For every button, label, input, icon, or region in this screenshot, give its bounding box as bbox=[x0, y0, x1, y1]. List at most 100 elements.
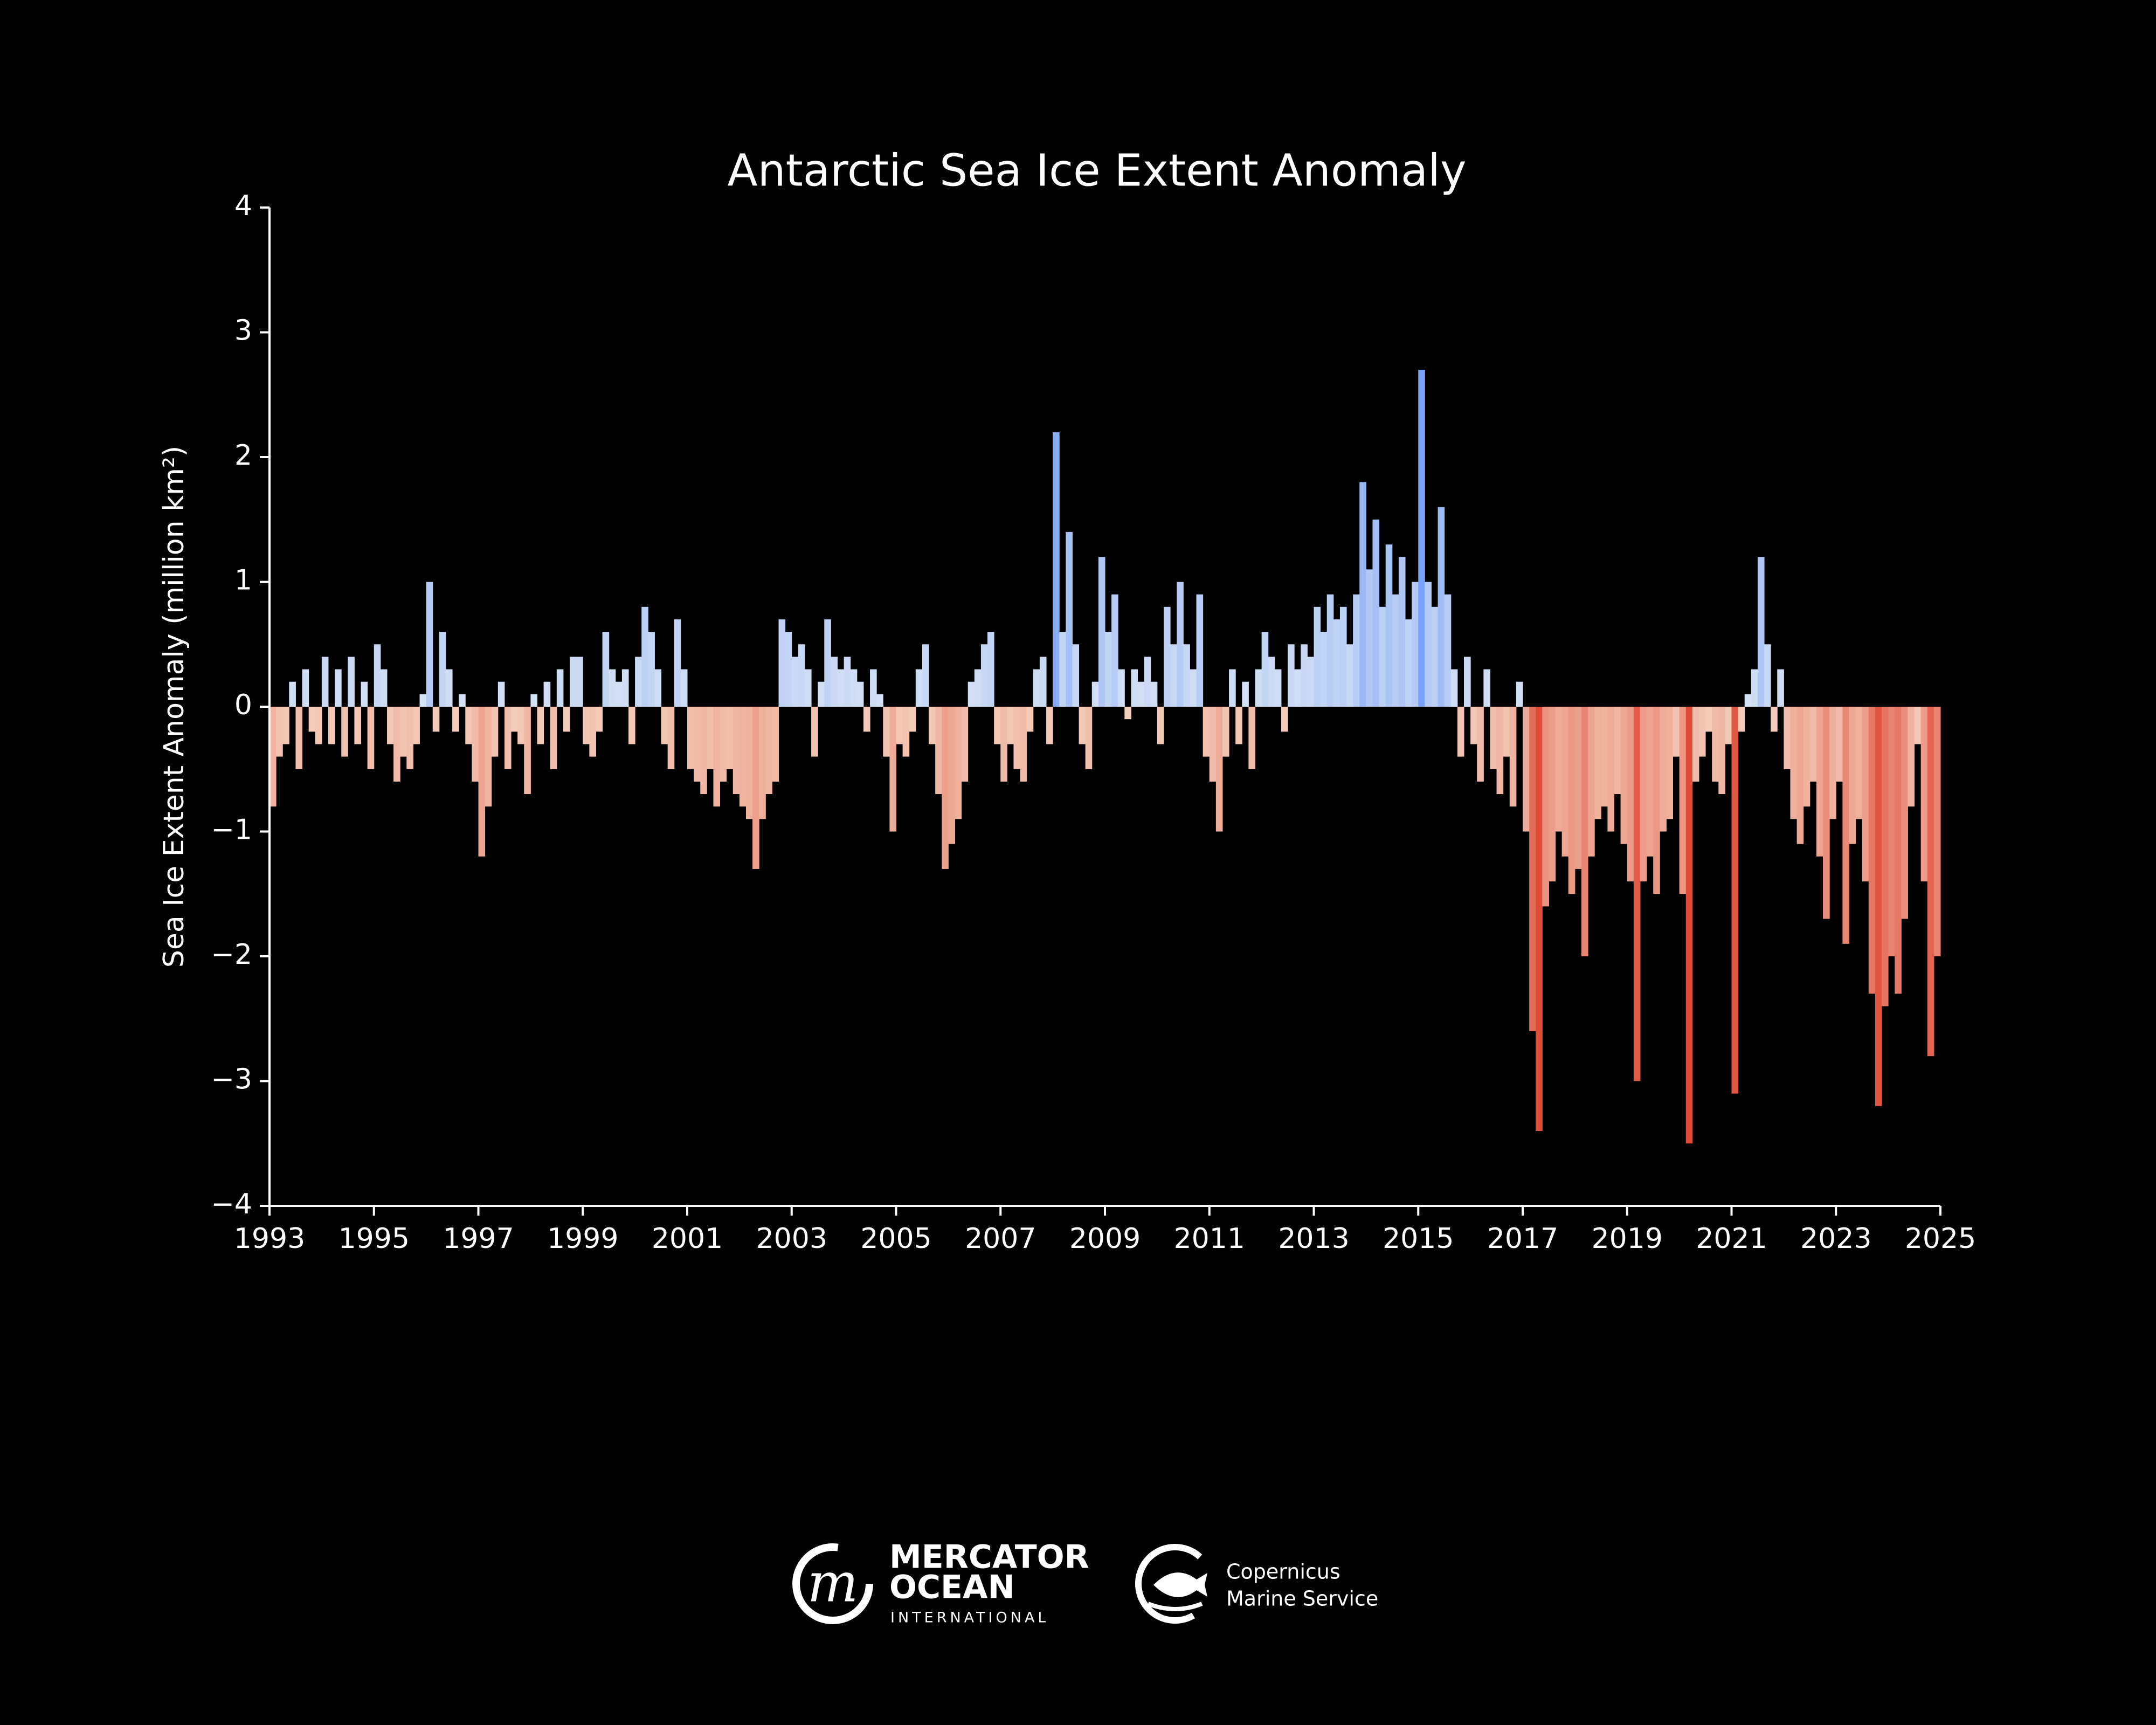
bar bbox=[1803, 707, 1811, 807]
bar bbox=[902, 707, 910, 757]
bar bbox=[1066, 532, 1073, 707]
bar bbox=[570, 657, 577, 707]
bar bbox=[478, 707, 486, 857]
bar bbox=[295, 707, 303, 769]
bar bbox=[850, 669, 858, 707]
bar bbox=[1523, 707, 1530, 832]
bar bbox=[1255, 669, 1262, 707]
x-tick-label: 2007 bbox=[965, 1223, 1036, 1255]
bar bbox=[1933, 707, 1941, 956]
bar bbox=[1294, 669, 1301, 707]
bar bbox=[1157, 707, 1164, 744]
bar bbox=[1144, 657, 1151, 707]
bar bbox=[1594, 707, 1601, 819]
bar bbox=[511, 707, 518, 732]
bar bbox=[1118, 669, 1125, 707]
bar bbox=[1882, 707, 1889, 1006]
bar bbox=[602, 632, 610, 707]
bar bbox=[270, 707, 277, 807]
bar bbox=[1111, 594, 1118, 707]
bar bbox=[680, 669, 688, 707]
bar bbox=[811, 707, 818, 757]
bar bbox=[1039, 657, 1047, 707]
bar bbox=[856, 681, 864, 707]
bar bbox=[915, 669, 923, 707]
x-tick-label: 2011 bbox=[1174, 1223, 1245, 1255]
bar bbox=[354, 707, 362, 744]
bar bbox=[1483, 669, 1490, 707]
bar bbox=[1359, 482, 1366, 707]
bar bbox=[1490, 707, 1497, 769]
bar bbox=[419, 694, 427, 707]
x-tick-label: 2009 bbox=[1069, 1223, 1141, 1255]
bar bbox=[1888, 707, 1895, 956]
bar bbox=[491, 707, 499, 757]
bar bbox=[1242, 681, 1249, 707]
bar bbox=[1248, 707, 1256, 769]
bar bbox=[465, 707, 472, 744]
bar bbox=[1503, 707, 1510, 757]
bar bbox=[831, 657, 838, 707]
bar bbox=[1908, 707, 1915, 807]
bar bbox=[367, 707, 375, 769]
bar bbox=[1288, 644, 1295, 707]
bar bbox=[687, 707, 694, 769]
bar bbox=[609, 669, 616, 707]
bar bbox=[1372, 519, 1380, 707]
logo-copernicus: Copernicus Marine Service bbox=[1135, 1544, 1378, 1624]
bar bbox=[1431, 606, 1439, 707]
bar bbox=[432, 707, 440, 732]
y-tick-label: 3 bbox=[234, 315, 252, 347]
bar bbox=[315, 707, 322, 744]
y-tick-label: 4 bbox=[234, 190, 252, 222]
x-tick-label: 2005 bbox=[860, 1223, 931, 1255]
bar bbox=[1098, 557, 1105, 707]
bar bbox=[1477, 707, 1484, 782]
bar bbox=[1692, 707, 1699, 782]
bar bbox=[1725, 707, 1732, 744]
bar bbox=[1607, 707, 1615, 832]
bar bbox=[1163, 606, 1171, 707]
y-tick-label: 1 bbox=[234, 564, 252, 597]
bar bbox=[1777, 669, 1784, 707]
bar bbox=[1457, 707, 1464, 757]
bar bbox=[1816, 707, 1823, 857]
bar bbox=[1920, 707, 1928, 882]
x-tick-label: 2023 bbox=[1800, 1223, 1871, 1255]
bar bbox=[1633, 707, 1641, 1081]
bar bbox=[445, 669, 453, 707]
bar bbox=[694, 707, 701, 782]
bar bbox=[798, 644, 805, 707]
bar bbox=[1281, 707, 1288, 732]
bar bbox=[1320, 632, 1328, 707]
bar bbox=[1914, 707, 1922, 744]
bar bbox=[1751, 669, 1758, 707]
bar bbox=[406, 707, 413, 769]
bar bbox=[1059, 632, 1066, 707]
bar bbox=[824, 619, 831, 707]
bar bbox=[497, 681, 505, 707]
bar bbox=[870, 669, 877, 707]
bar bbox=[1450, 669, 1458, 707]
bar bbox=[745, 707, 753, 819]
bar bbox=[596, 707, 603, 732]
bar bbox=[615, 681, 623, 707]
bar bbox=[1183, 644, 1190, 707]
plot-area: −4 −3 −2 −1 0 1 2 3 4 1993 1995 1997 1999 2001 2003 200… bbox=[211, 190, 1976, 1255]
bar bbox=[452, 707, 459, 732]
bar bbox=[1000, 707, 1007, 782]
bar bbox=[1640, 707, 1647, 882]
bar bbox=[942, 707, 949, 869]
bar bbox=[1855, 707, 1863, 819]
bar bbox=[1274, 669, 1282, 707]
bar bbox=[550, 707, 557, 769]
bar bbox=[459, 694, 466, 707]
bar bbox=[386, 707, 394, 744]
x-tick-label: 2013 bbox=[1278, 1223, 1349, 1255]
bar bbox=[1268, 657, 1275, 707]
logo-wave bbox=[1147, 1602, 1203, 1611]
bar bbox=[980, 644, 988, 707]
bar bbox=[1568, 707, 1575, 894]
bar bbox=[635, 657, 642, 707]
